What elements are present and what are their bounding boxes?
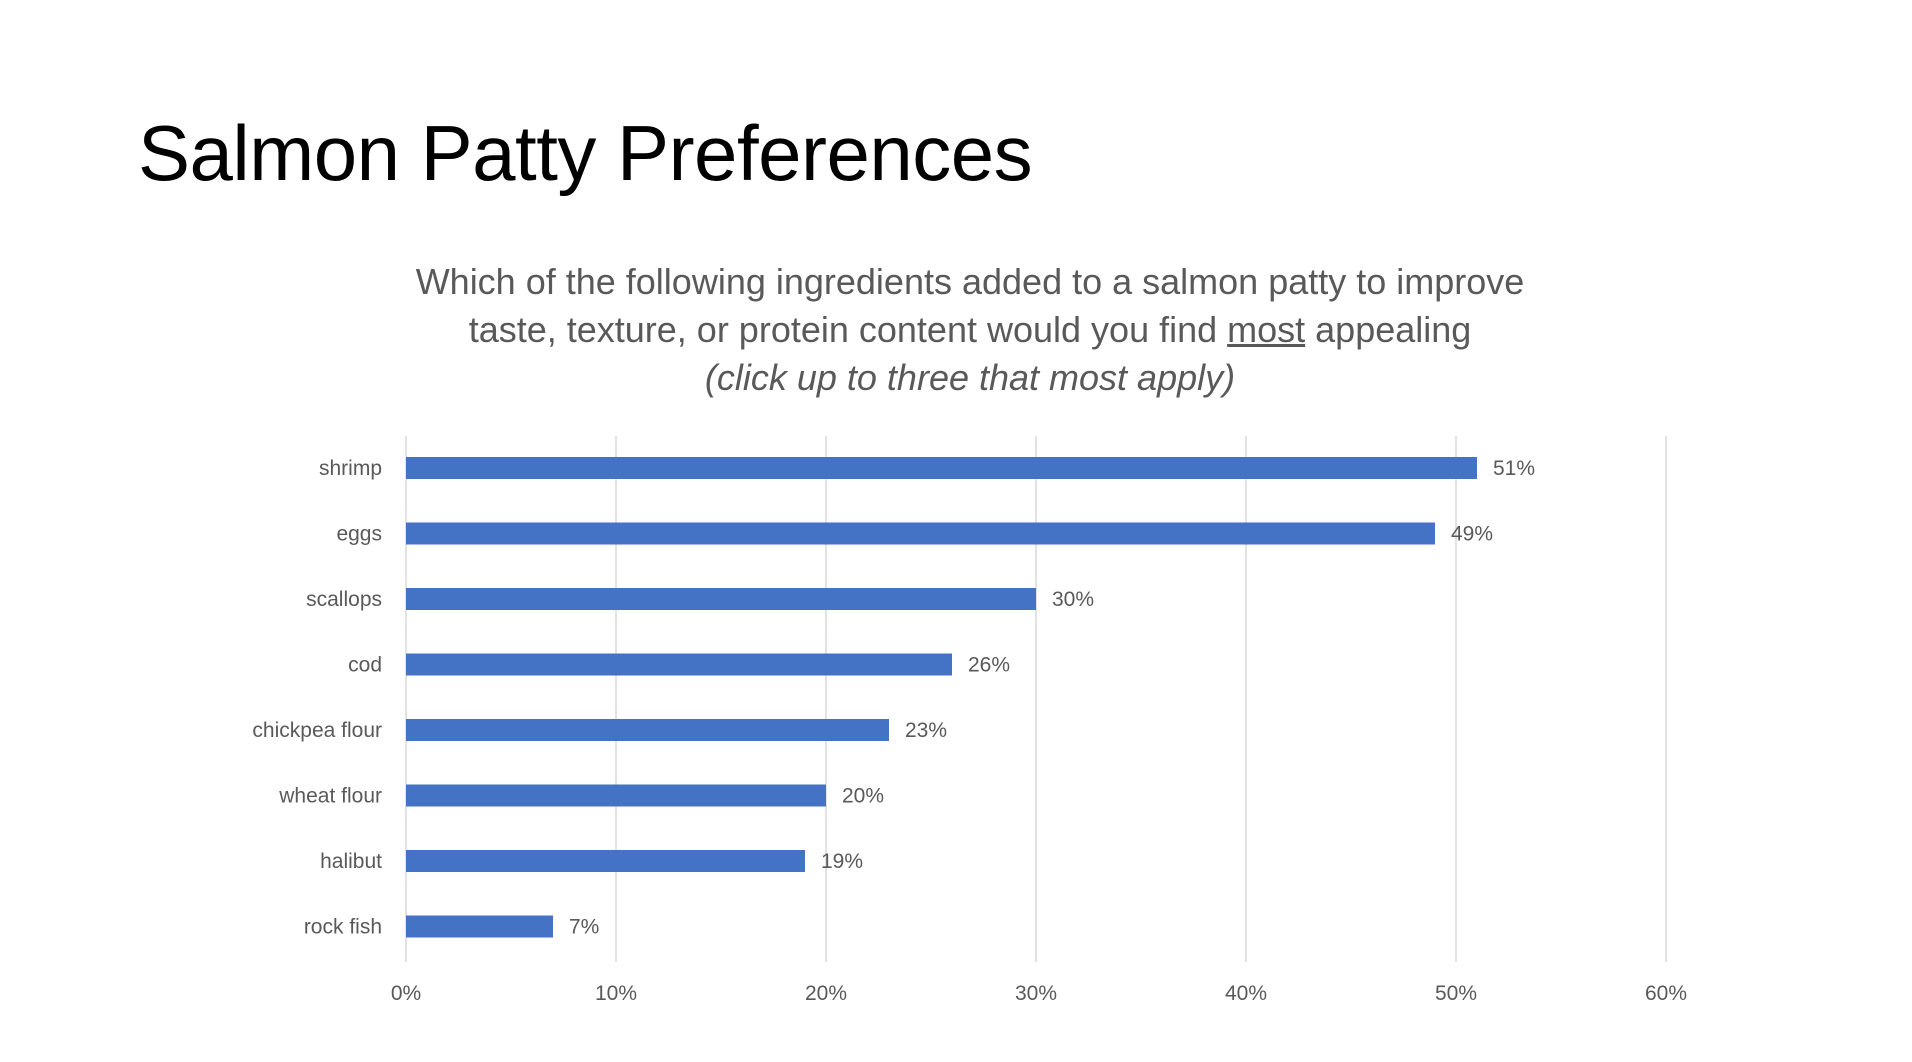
x-tick-label: 40%	[1225, 982, 1267, 1005]
chart-title-line-2-after: appealing	[1305, 309, 1472, 350]
data-label: 20%	[842, 785, 884, 808]
slide-title: Salmon Patty Preferences	[138, 109, 1033, 197]
chart-title-emphasis: most	[1227, 309, 1306, 350]
chart-title-line-2-before: taste, texture, or protein content would…	[468, 309, 1228, 350]
data-label: 51%	[1493, 457, 1535, 480]
data-label: 30%	[1052, 588, 1094, 611]
chart-title-line-2: taste, texture, or protein content would…	[0, 306, 1912, 354]
bar	[406, 719, 889, 741]
data-label: 26%	[968, 654, 1010, 677]
category-label: rock fish	[304, 916, 382, 939]
bar	[406, 522, 1435, 545]
bar	[406, 784, 826, 807]
chart-title: Which of the following ingredients added…	[0, 258, 1912, 402]
x-tick-label: 50%	[1435, 982, 1477, 1005]
x-tick-label: 10%	[595, 982, 637, 1005]
category-label: wheat flour	[278, 785, 382, 808]
category-label: scallops	[306, 588, 382, 611]
data-label: 23%	[905, 719, 947, 742]
bar	[406, 915, 553, 938]
data-label: 7%	[569, 916, 599, 939]
x-tick-label: 20%	[805, 982, 847, 1005]
x-tick-label: 30%	[1015, 982, 1057, 1005]
x-tick-label: 0%	[391, 982, 421, 1005]
gridlines	[405, 436, 1667, 962]
chart-title-line-1: Which of the following ingredients added…	[415, 261, 1525, 302]
x-tick-label: 60%	[1645, 982, 1687, 1005]
bar	[406, 850, 805, 872]
bar	[406, 653, 952, 676]
category-label: halibut	[320, 850, 382, 873]
bars	[406, 457, 1477, 938]
labels: 0% 10% 20% 30% 40% 50% 60% shrimp 51% eggs 49% scal…	[252, 457, 1687, 1005]
data-label: 49%	[1451, 523, 1493, 546]
category-label: eggs	[336, 523, 382, 546]
category-label: shrimp	[319, 457, 382, 480]
chart-title-note: (click up to three that most apply)	[704, 357, 1236, 398]
category-label: cod	[348, 654, 382, 677]
data-label: 19%	[821, 850, 863, 873]
bar	[406, 588, 1036, 610]
category-label: chickpea flour	[252, 719, 382, 742]
bar	[406, 457, 1477, 479]
